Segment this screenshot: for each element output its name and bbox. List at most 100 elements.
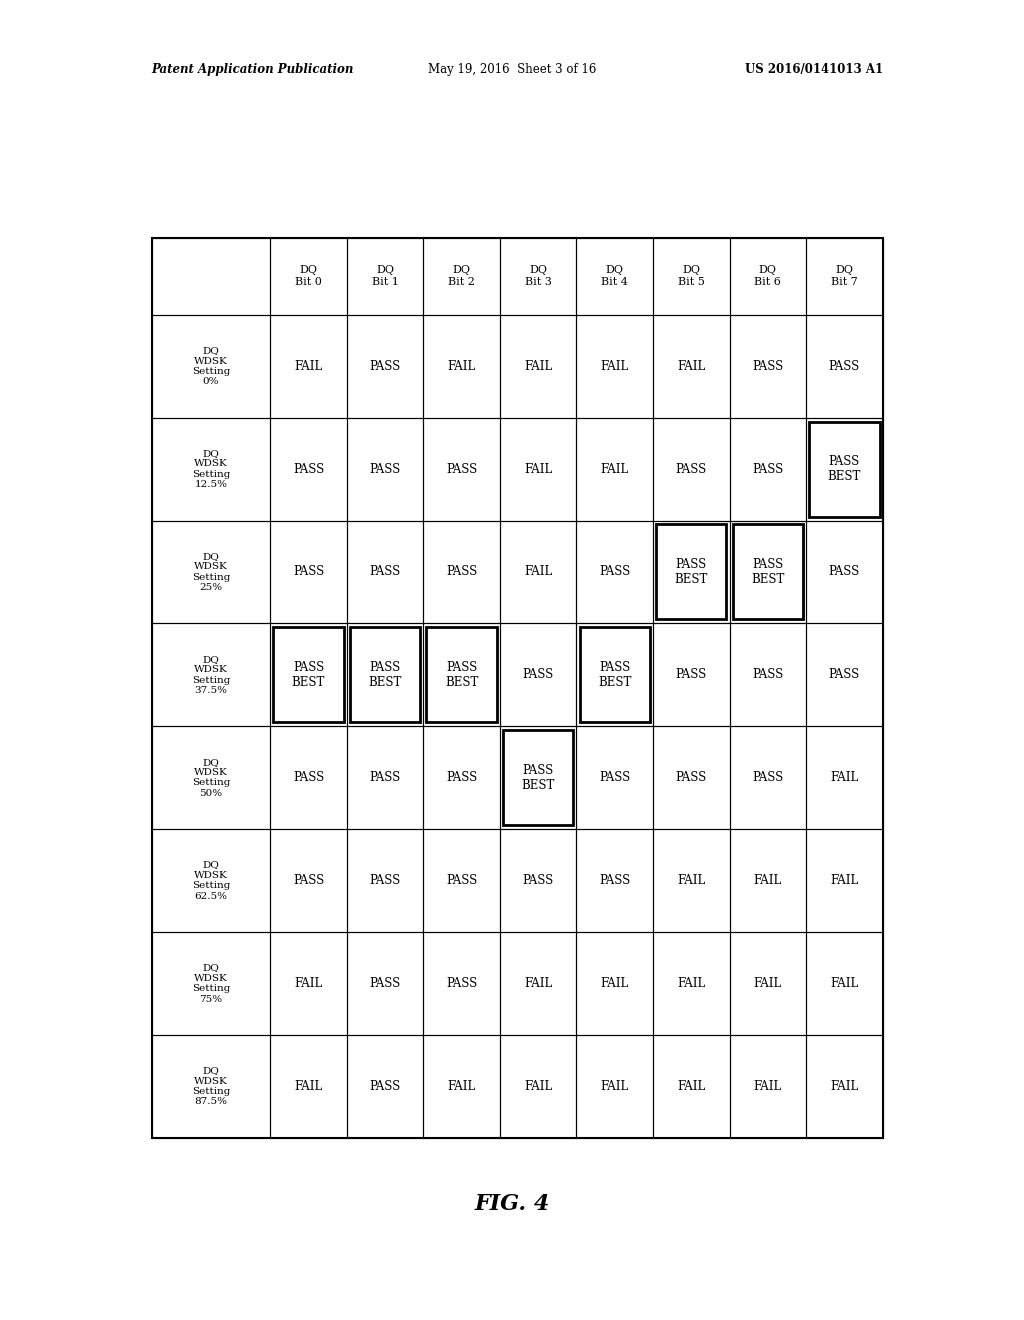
Text: DQ
Bit 5: DQ Bit 5	[678, 265, 705, 286]
Bar	[503, 730, 573, 825]
Text: PASS: PASS	[753, 668, 783, 681]
Bar	[577, 520, 653, 623]
Bar	[806, 726, 883, 829]
Text: FAIL: FAIL	[601, 462, 629, 475]
Text: FAIL: FAIL	[830, 771, 858, 784]
Text: DQ
Bit 6: DQ Bit 6	[755, 265, 781, 286]
Bar	[423, 623, 500, 726]
Bar	[806, 829, 883, 932]
Bar	[653, 829, 729, 932]
Text: PASS: PASS	[828, 565, 860, 578]
Text: FAIL: FAIL	[524, 977, 552, 990]
Text: PASS: PASS	[522, 874, 554, 887]
Bar	[500, 726, 577, 829]
Text: PASS: PASS	[676, 771, 707, 784]
Bar	[152, 623, 270, 726]
Bar	[270, 314, 347, 417]
Text: PASS
BEST: PASS BEST	[675, 558, 708, 586]
Bar	[347, 829, 423, 932]
Bar	[809, 421, 880, 516]
Bar	[270, 238, 347, 314]
Bar	[729, 1035, 806, 1138]
Bar	[577, 238, 653, 314]
Text: FAIL: FAIL	[601, 1080, 629, 1093]
Text: FAIL: FAIL	[754, 874, 782, 887]
Text: PASS: PASS	[753, 360, 783, 372]
Text: FAIL: FAIL	[830, 977, 858, 990]
Text: PASS: PASS	[676, 462, 707, 475]
Text: PASS: PASS	[370, 771, 400, 784]
Text: DQ
WDSK
Setting
12.5%: DQ WDSK Setting 12.5%	[191, 449, 230, 490]
Bar	[729, 623, 806, 726]
Bar	[152, 932, 270, 1035]
Bar	[500, 520, 577, 623]
Text: PASS: PASS	[753, 771, 783, 784]
Bar	[653, 314, 729, 417]
Text: PASS: PASS	[522, 668, 554, 681]
Bar	[347, 238, 423, 314]
Text: DQ
WDSK
Setting
37.5%: DQ WDSK Setting 37.5%	[191, 655, 230, 694]
Bar	[273, 627, 344, 722]
Bar	[500, 623, 577, 726]
Bar	[152, 1035, 270, 1138]
Text: FAIL: FAIL	[677, 874, 706, 887]
Bar	[729, 520, 806, 623]
Text: DQ
WDSK
Setting
50%: DQ WDSK Setting 50%	[191, 758, 230, 797]
Bar	[577, 417, 653, 520]
Bar	[577, 1035, 653, 1138]
Text: PASS
BEST: PASS BEST	[752, 558, 784, 586]
Text: PASS: PASS	[370, 1080, 400, 1093]
Bar	[423, 1035, 500, 1138]
Text: FAIL: FAIL	[677, 360, 706, 372]
Bar	[653, 520, 729, 623]
Text: PASS: PASS	[446, 874, 477, 887]
Text: FAIL: FAIL	[447, 1080, 476, 1093]
Text: Patent Application Publication: Patent Application Publication	[152, 63, 354, 77]
Bar	[577, 314, 653, 417]
Bar	[806, 314, 883, 417]
Bar	[729, 726, 806, 829]
Text: PASS
BEST: PASS BEST	[827, 455, 861, 483]
Text: FAIL: FAIL	[677, 977, 706, 990]
Bar	[152, 829, 270, 932]
Bar	[270, 1035, 347, 1138]
Bar	[152, 238, 270, 314]
Bar	[806, 623, 883, 726]
Text: FAIL: FAIL	[524, 1080, 552, 1093]
Bar	[653, 623, 729, 726]
Text: FAIL: FAIL	[524, 565, 552, 578]
Bar	[729, 417, 806, 520]
Text: PASS: PASS	[293, 771, 325, 784]
Text: PASS: PASS	[446, 771, 477, 784]
Bar	[580, 627, 650, 722]
Bar	[653, 726, 729, 829]
Text: DQ
Bit 4: DQ Bit 4	[601, 265, 628, 286]
Bar	[270, 829, 347, 932]
Bar	[270, 726, 347, 829]
Text: May 19, 2016  Sheet 3 of 16: May 19, 2016 Sheet 3 of 16	[428, 63, 596, 77]
Bar	[732, 524, 803, 619]
Text: PASS: PASS	[370, 360, 400, 372]
Text: DQ
Bit 0: DQ Bit 0	[295, 265, 322, 286]
Text: FAIL: FAIL	[294, 360, 323, 372]
Bar	[500, 932, 577, 1035]
Bar	[653, 238, 729, 314]
Bar	[152, 417, 270, 520]
Bar	[423, 520, 500, 623]
Text: FAIL: FAIL	[601, 360, 629, 372]
Bar	[806, 932, 883, 1035]
Bar	[729, 829, 806, 932]
Text: DQ
WDSK
Setting
87.5%: DQ WDSK Setting 87.5%	[191, 1067, 230, 1106]
Bar	[347, 520, 423, 623]
Bar	[500, 417, 577, 520]
Bar	[423, 417, 500, 520]
Text: DQ
Bit 2: DQ Bit 2	[449, 265, 475, 286]
Bar	[577, 623, 653, 726]
Text: PASS: PASS	[446, 565, 477, 578]
Bar	[729, 238, 806, 314]
Text: DQ
WDSK
Setting
75%: DQ WDSK Setting 75%	[191, 964, 230, 1003]
Bar	[806, 417, 883, 520]
Text: PASS: PASS	[599, 874, 631, 887]
Text: DQ
WDSK
Setting
62.5%: DQ WDSK Setting 62.5%	[191, 861, 230, 900]
Text: PASS: PASS	[293, 565, 325, 578]
